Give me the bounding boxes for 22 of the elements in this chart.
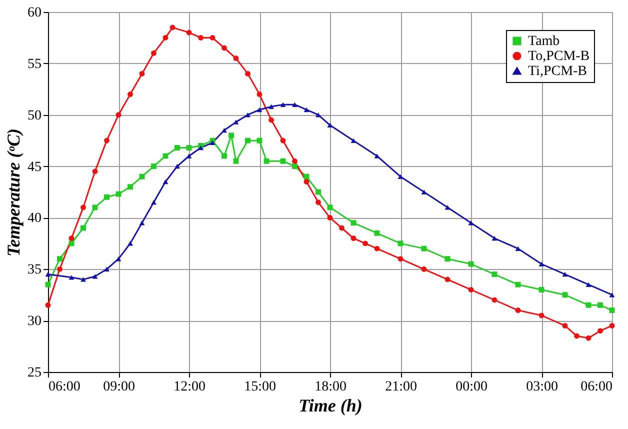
x-tick-label: 15:00 — [244, 380, 276, 394]
y-tick-label: 25 — [28, 366, 42, 380]
legend-label: Tamb — [528, 34, 560, 49]
x-tick-label: 03:00 — [526, 380, 558, 394]
y-tick-label: 30 — [28, 314, 42, 330]
x-tick-label: 06:00 — [48, 380, 80, 394]
x-tick-label: 09:00 — [103, 380, 135, 394]
y-tick-label: 45 — [28, 160, 42, 175]
y-tick-label: 60 — [28, 6, 42, 20]
x-tick-label: 06:00 — [580, 380, 612, 394]
legend-label: Ti,PCM-B — [528, 64, 588, 79]
x-tick-label: 00:00 — [456, 380, 488, 394]
y-tick-label: 40 — [28, 211, 42, 226]
x-tick-label: 12:00 — [174, 380, 206, 394]
x-tick-label: 18:00 — [314, 380, 346, 394]
x-axis-title: Time (h) — [298, 396, 362, 416]
legend-label: To,PCM-B — [528, 49, 590, 64]
y-tick-label: 35 — [28, 262, 42, 278]
x-tick-label: 21:00 — [385, 380, 417, 394]
y-tick-label: 50 — [28, 108, 42, 124]
y-tick-label: 55 — [28, 56, 42, 72]
y-axis-title: Temperature (ᵒC) — [4, 128, 24, 257]
